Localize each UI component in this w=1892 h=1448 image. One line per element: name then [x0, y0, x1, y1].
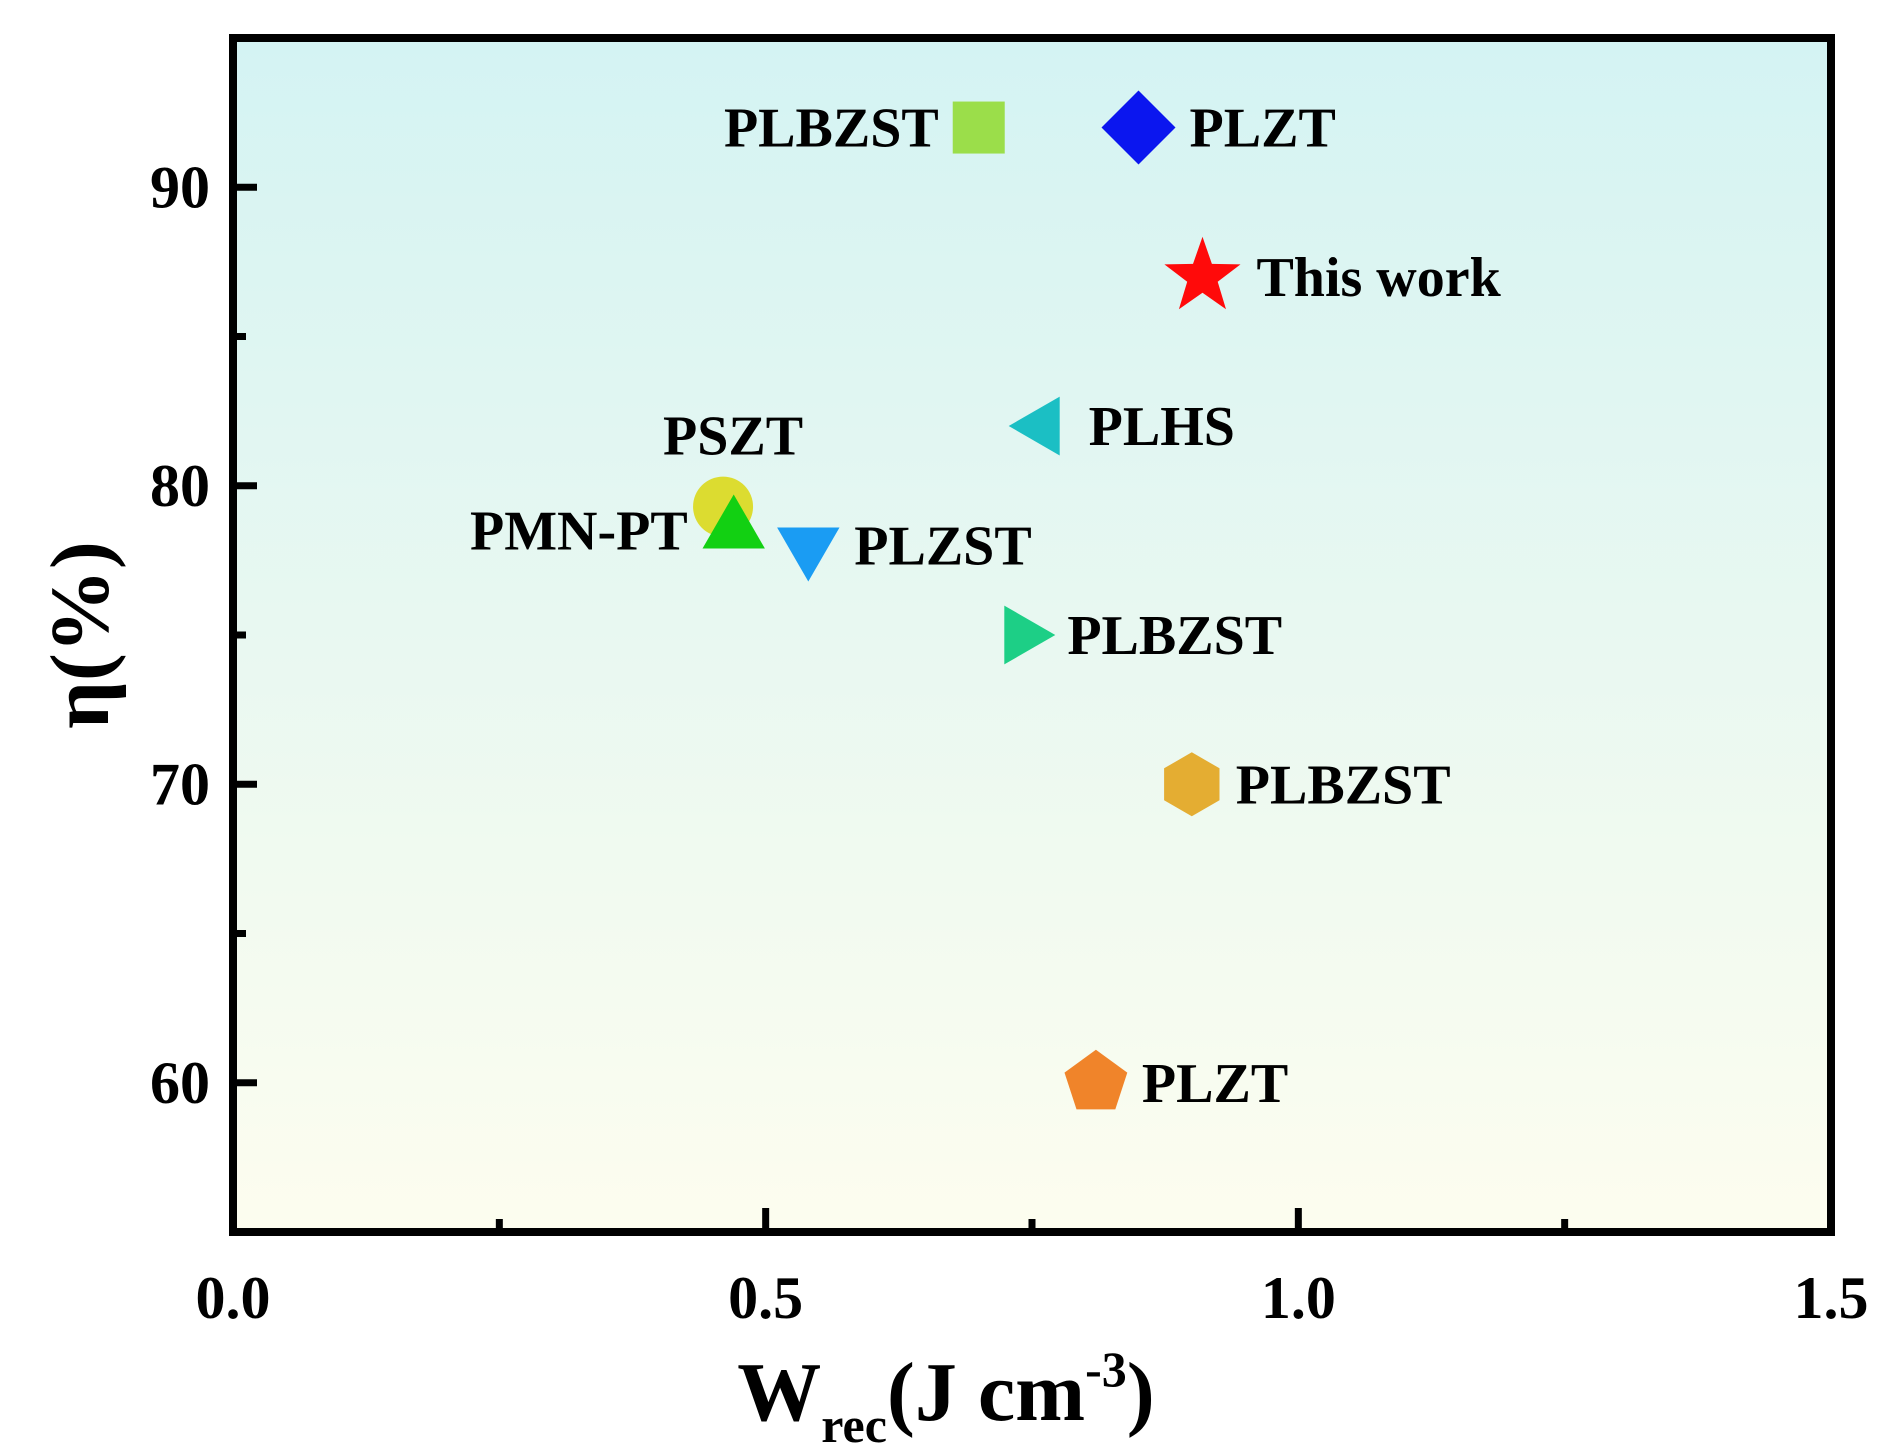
marker-plbzst-hexagon	[1164, 752, 1220, 817]
x-axis-title-subscript: rec	[821, 1397, 887, 1448]
marker-plzt-pentagon	[1064, 1049, 1128, 1110]
marker-this-work-star	[1164, 236, 1241, 310]
y-tick-label: 80	[150, 453, 210, 519]
label-plhs: PLHS	[1089, 396, 1235, 458]
x-axis-title: Wrec(J cm-3)	[737, 1341, 1155, 1448]
x-axis-title-superscript: -3	[1085, 1341, 1127, 1397]
label-this-work: This work	[1256, 247, 1501, 309]
label-plzt: PLZT	[1190, 98, 1336, 160]
y-tick-labels: 60 70 80 90	[150, 154, 210, 1116]
marker-plbzst-square	[952, 101, 1005, 154]
marker-plzst-triangle-down	[777, 527, 840, 582]
point-labels: PLBZST PLZT This work PLHS PSZT PMN-PT PLZST PL…	[470, 98, 1502, 1115]
label-pmn-pt: PMN-PT	[470, 501, 688, 563]
y-tick-label: 70	[150, 751, 210, 817]
label-plbzst: PLBZST	[724, 98, 939, 160]
x-tick-label: 0.5	[728, 1265, 803, 1331]
x-axis-title-main: W	[737, 1346, 821, 1439]
label-pszt: PSZT	[663, 406, 803, 468]
marker-pmn-pt-triangle-up	[702, 494, 765, 549]
marker-plbzst-triangle-right	[1004, 605, 1056, 665]
x-tick-label: 0.0	[196, 1265, 271, 1331]
label-plbzst: PLBZST	[1067, 605, 1282, 667]
x-tick-label: 1.0	[1261, 1265, 1336, 1331]
data-markers	[693, 90, 1241, 1110]
marker-plhs-triangle-left	[1008, 396, 1060, 456]
label-plzt: PLZT	[1142, 1053, 1288, 1115]
label-plbzst: PLBZST	[1236, 754, 1451, 816]
label-plzst: PLZST	[854, 515, 1031, 577]
y-tick-label: 60	[150, 1050, 210, 1116]
y-tick-label: 90	[150, 154, 210, 220]
plot-frame	[229, 34, 1835, 1236]
x-tick-labels: 0.0 0.5 1.0 1.5	[196, 1265, 1869, 1331]
x-axis-title-close: )	[1127, 1346, 1155, 1439]
marker-plzt-diamond	[1101, 90, 1176, 165]
x-axis-title-unit: (J cm	[887, 1346, 1085, 1439]
x-tick-label: 1.5	[1794, 1265, 1869, 1331]
y-axis-title: η(%)	[34, 541, 127, 729]
